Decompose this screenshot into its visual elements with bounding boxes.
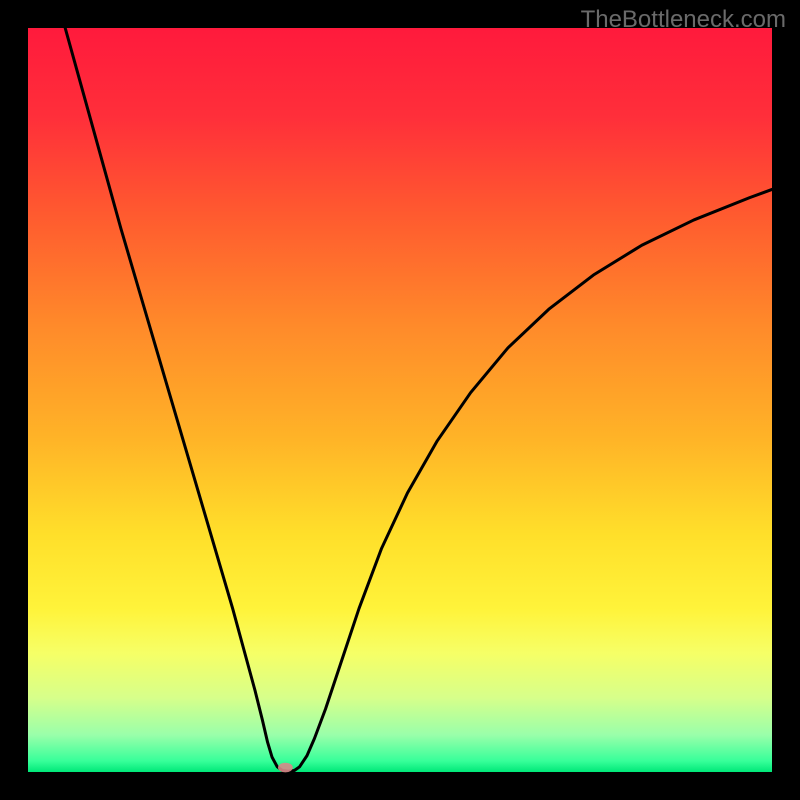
watermark-text: TheBottleneck.com [581,6,786,34]
chart-plot-background [28,28,772,772]
bottleneck-chart [0,0,800,800]
optimum-marker [278,763,293,773]
chart-frame: TheBottleneck.com [0,0,800,800]
